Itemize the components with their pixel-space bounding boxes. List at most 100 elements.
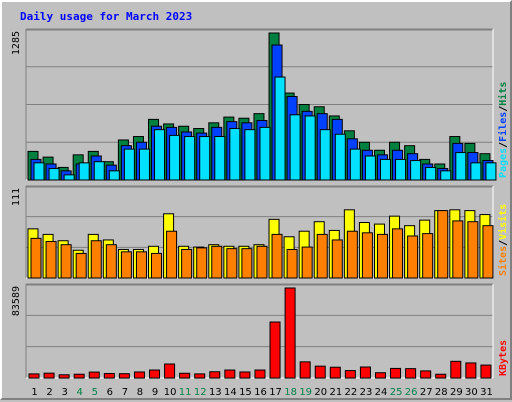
day-label-10: 10 bbox=[164, 387, 177, 398]
kbytes-bar-kbytes-day-11 bbox=[179, 372, 191, 379]
traffic-bar-pages-day-2 bbox=[48, 168, 60, 181]
visitors-bar-sites-day-14 bbox=[226, 248, 238, 279]
kbytes-bar-kbytes-day-2 bbox=[43, 372, 55, 379]
visitors-bar-sites-day-31 bbox=[482, 225, 494, 279]
visitors-bar-sites-day-17 bbox=[271, 233, 283, 279]
traffic-bar-pages-day-29 bbox=[455, 152, 467, 181]
traffic-legend-: / bbox=[498, 142, 509, 148]
traffic-legend-: / bbox=[498, 106, 509, 112]
traffic-legend-hits: Hits bbox=[497, 82, 509, 106]
kbytes-ymax-label: 83589 bbox=[11, 286, 22, 316]
traffic-bar-pages-day-22 bbox=[349, 148, 361, 181]
kbytes-bar-kbytes-day-30 bbox=[465, 362, 477, 379]
traffic-bar-pages-day-8 bbox=[138, 148, 150, 181]
kbytes-bar-kbytes-day-13 bbox=[209, 371, 221, 379]
traffic-bar-pages-day-18 bbox=[289, 114, 301, 181]
visitors-series-label: Sites/Visits bbox=[497, 204, 509, 276]
kbytes-bar-kbytes-day-20 bbox=[314, 365, 326, 379]
day-label-5: 5 bbox=[92, 387, 98, 398]
visitors-bar-sites-day-30 bbox=[467, 221, 479, 279]
day-label-20: 20 bbox=[314, 387, 327, 398]
day-label-25: 25 bbox=[390, 387, 403, 398]
visitors-bar-sites-day-27 bbox=[422, 233, 434, 279]
day-label-27: 27 bbox=[420, 387, 433, 398]
day-label-17: 17 bbox=[269, 387, 282, 398]
visitors-bar-sites-day-26 bbox=[407, 235, 419, 279]
traffic-bar-pages-day-10 bbox=[169, 134, 181, 181]
kbytes-bar-kbytes-day-25 bbox=[390, 367, 402, 379]
day-label-26: 26 bbox=[405, 387, 418, 398]
kbytes-series-label: KBytes bbox=[498, 340, 509, 376]
visitors-bar-sites-day-10 bbox=[166, 230, 178, 279]
traffic-bar-pages-day-28 bbox=[440, 170, 452, 181]
visitors-bar-sites-day-29 bbox=[452, 220, 464, 279]
day-label-30: 30 bbox=[465, 387, 478, 398]
kbytes-bar-kbytes-day-22 bbox=[344, 370, 356, 379]
traffic-bar-pages-day-17 bbox=[274, 76, 286, 181]
kbytes-bar-kbytes-day-31 bbox=[480, 364, 492, 379]
day-label-9: 9 bbox=[152, 387, 158, 398]
traffic-bar-pages-day-11 bbox=[184, 136, 196, 181]
visitors-bar-sites-day-22 bbox=[346, 230, 358, 279]
kbytes-plot-area bbox=[26, 284, 493, 378]
kbytes-bar-kbytes-day-19 bbox=[299, 361, 311, 379]
visitors-bar-sites-day-16 bbox=[256, 245, 268, 279]
traffic-bar-pages-day-5 bbox=[93, 161, 105, 181]
day-label-2: 2 bbox=[46, 387, 52, 398]
traffic-bar-pages-day-23 bbox=[364, 155, 376, 181]
day-label-6: 6 bbox=[107, 387, 113, 398]
visitors-bar-sites-day-3 bbox=[60, 244, 72, 279]
kbytes-bar-kbytes-day-1 bbox=[28, 373, 40, 379]
traffic-bar-pages-day-1 bbox=[33, 162, 45, 181]
visitors-legend-sites: Sites bbox=[497, 246, 509, 276]
day-label-24: 24 bbox=[375, 387, 388, 398]
day-label-7: 7 bbox=[122, 387, 128, 398]
day-label-29: 29 bbox=[450, 387, 463, 398]
visitors-bar-sites-day-8 bbox=[135, 251, 147, 279]
day-label-13: 13 bbox=[209, 387, 222, 398]
visitors-bar-sites-day-12 bbox=[196, 247, 208, 279]
visitors-legend-: / bbox=[498, 240, 509, 246]
visitors-bar-sites-day-9 bbox=[151, 252, 163, 279]
visitors-bar-sites-day-13 bbox=[211, 245, 223, 279]
chart-title: Daily usage for March 2023 bbox=[20, 10, 193, 23]
traffic-bar-pages-day-24 bbox=[379, 158, 391, 181]
kbytes-bar-kbytes-day-24 bbox=[374, 372, 386, 379]
traffic-legend-files: Files bbox=[497, 112, 509, 142]
traffic-bar-pages-day-3 bbox=[63, 174, 75, 181]
day-label-14: 14 bbox=[224, 387, 237, 398]
day-label-4: 4 bbox=[77, 387, 83, 398]
traffic-bar-pages-day-9 bbox=[154, 129, 166, 181]
kbytes-bar-kbytes-day-29 bbox=[450, 360, 462, 379]
traffic-bar-pages-day-12 bbox=[199, 136, 211, 181]
visitors-bar-sites-day-28 bbox=[437, 210, 449, 279]
traffic-bar-pages-day-21 bbox=[334, 133, 346, 181]
visitors-bar-sites-day-6 bbox=[105, 244, 117, 279]
visitors-bar-sites-day-24 bbox=[376, 233, 388, 279]
visitors-bar-sites-day-15 bbox=[241, 248, 253, 279]
traffic-series-label: Pages/Files/Hits bbox=[497, 82, 509, 178]
traffic-bar-pages-day-15 bbox=[244, 129, 256, 181]
kbytes-bar-kbytes-day-5 bbox=[88, 371, 100, 379]
kbytes-bar-kbytes-day-9 bbox=[149, 369, 161, 379]
kbytes-bar-kbytes-day-6 bbox=[103, 372, 115, 379]
visitors-bar-sites-day-18 bbox=[286, 248, 298, 279]
day-label-18: 18 bbox=[284, 387, 297, 398]
visitors-bar-sites-day-4 bbox=[75, 252, 87, 279]
kbytes-bar-kbytes-day-7 bbox=[118, 373, 130, 379]
visitors-bar-sites-day-2 bbox=[45, 241, 57, 279]
kbytes-bar-kbytes-day-23 bbox=[359, 366, 371, 379]
day-label-11: 11 bbox=[179, 387, 192, 398]
kbytes-bar-kbytes-day-3 bbox=[58, 374, 70, 379]
kbytes-bar-kbytes-day-18 bbox=[284, 287, 296, 379]
traffic-bar-pages-day-6 bbox=[108, 170, 120, 181]
kbytes-bar-kbytes-day-27 bbox=[420, 370, 432, 379]
day-label-22: 22 bbox=[345, 387, 358, 398]
traffic-bar-pages-day-26 bbox=[410, 160, 422, 181]
visitors-bar-sites-day-25 bbox=[392, 228, 404, 279]
kbytes-bar-kbytes-day-21 bbox=[329, 366, 341, 379]
day-label-15: 15 bbox=[239, 387, 252, 398]
traffic-bar-pages-day-16 bbox=[259, 126, 271, 181]
